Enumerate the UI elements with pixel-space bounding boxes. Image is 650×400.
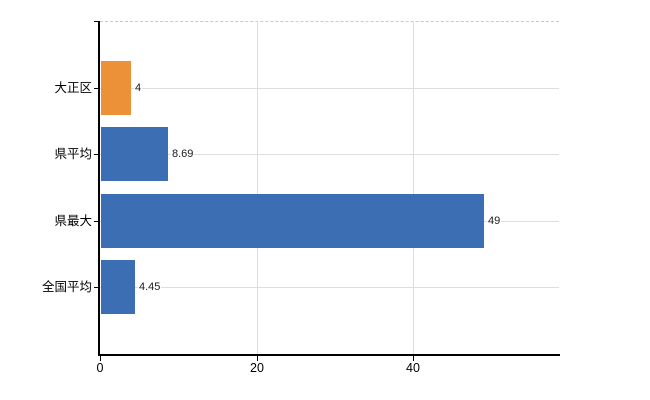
y-axis-line	[98, 21, 100, 356]
x-axis-tick	[413, 356, 414, 361]
x-tick-label: 20	[250, 361, 264, 375]
bar-大正区	[101, 61, 131, 115]
x-tick-label: 0	[96, 361, 104, 375]
value-label: 4	[134, 81, 143, 95]
value-label: 8.69	[171, 147, 195, 161]
category-gridline	[100, 154, 559, 155]
x-tick-label: 40	[406, 361, 420, 375]
x-axis-tick	[257, 356, 258, 361]
bar-県最大	[101, 194, 484, 248]
category-label: 大正区	[54, 81, 92, 95]
category-gridline	[100, 88, 559, 89]
value-label: 4.45	[138, 280, 162, 294]
x-gridline	[413, 21, 414, 355]
category-gridline	[100, 287, 559, 288]
y-axis-tick	[94, 88, 100, 89]
bar-全国平均	[101, 260, 135, 314]
y-axis-tick	[94, 221, 100, 222]
category-label: 県最大	[54, 214, 92, 228]
y-axis-tick	[94, 21, 100, 22]
x-axis-line	[98, 354, 560, 356]
bar-県平均	[101, 127, 168, 181]
x-axis-tick	[100, 356, 101, 361]
x-gridline	[257, 21, 258, 355]
y-axis-tick	[94, 154, 100, 155]
plot-top-border	[100, 21, 559, 22]
category-label: 県平均	[54, 147, 92, 161]
category-label: 全国平均	[41, 280, 92, 294]
y-axis-tick	[94, 287, 100, 288]
value-label: 49	[487, 214, 502, 228]
